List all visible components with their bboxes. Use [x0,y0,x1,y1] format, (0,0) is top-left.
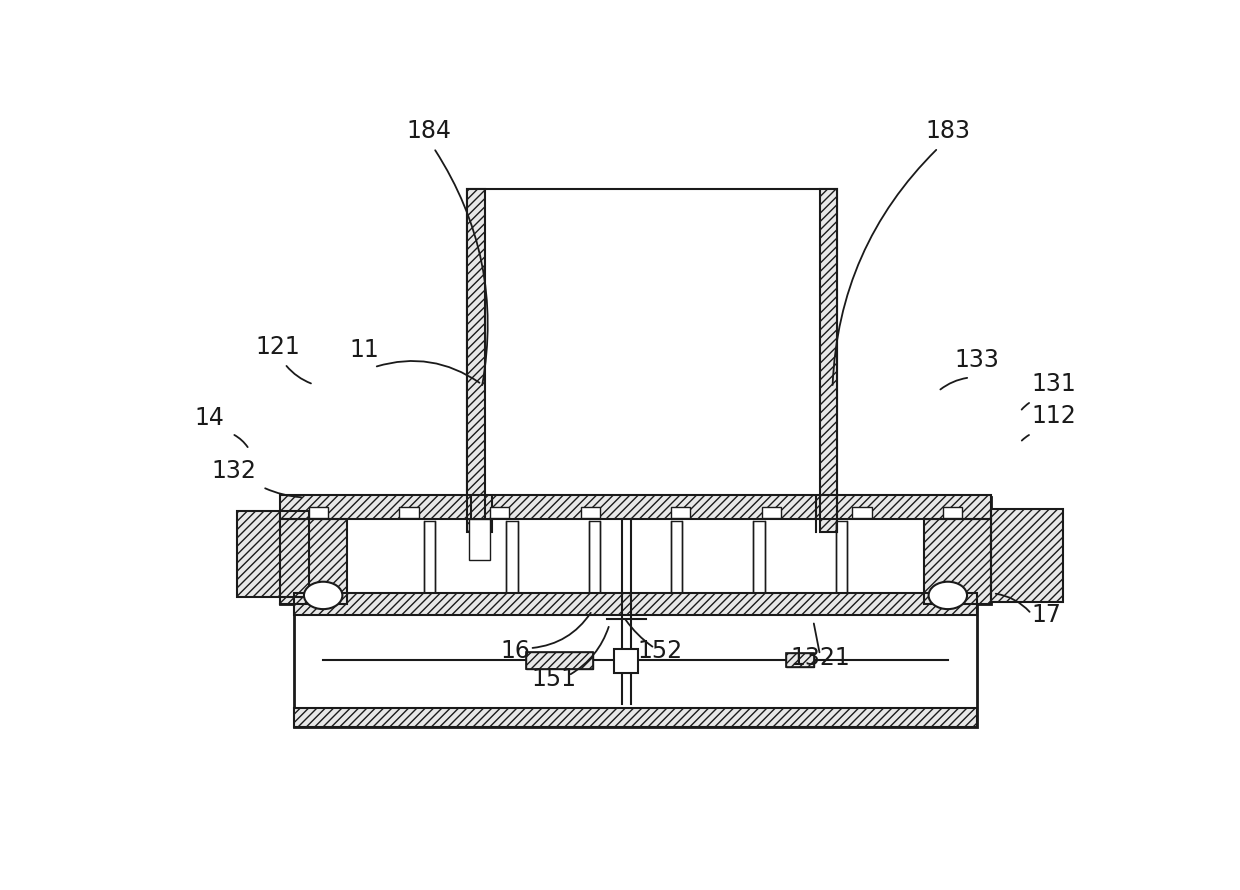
Bar [924,520,991,603]
Text: 183: 183 [925,118,971,142]
Text: 121: 121 [255,335,300,359]
Bar [580,507,600,518]
Text: 112: 112 [1032,404,1076,428]
Bar [820,189,837,531]
Bar [671,507,691,518]
Text: 17: 17 [1032,603,1061,627]
Bar [836,522,847,602]
Bar [424,522,435,602]
Bar [294,594,977,615]
Bar [614,649,639,673]
Bar [309,507,327,518]
Bar [786,653,815,667]
Bar [786,653,815,667]
Bar [399,507,419,518]
Circle shape [929,582,967,609]
Bar [526,651,593,668]
Bar [280,496,991,520]
Bar [469,520,490,561]
Bar [294,594,977,727]
Text: 14: 14 [195,407,224,431]
Bar [506,522,518,602]
Bar [280,520,347,603]
Bar [280,496,991,520]
Bar [942,507,962,518]
Bar [852,507,872,518]
Bar [467,189,485,531]
Bar [924,520,991,603]
Bar [671,522,682,602]
Text: 133: 133 [955,348,999,372]
Bar [991,509,1063,602]
Circle shape [304,582,342,609]
Text: 184: 184 [407,118,451,142]
Bar [280,520,347,603]
Bar [820,189,837,531]
Bar [237,511,309,597]
Text: 152: 152 [637,640,682,663]
Bar [526,651,593,668]
Bar [991,509,1063,602]
Text: 132: 132 [211,459,255,483]
Bar [280,498,991,603]
Text: 151: 151 [531,667,577,691]
Bar [753,522,765,602]
Bar [467,189,837,531]
Bar [761,507,781,518]
Text: 11: 11 [350,338,379,362]
Bar [467,189,485,531]
Text: 16: 16 [501,640,531,663]
Bar [294,708,977,727]
Text: 131: 131 [1032,372,1076,396]
Bar [237,511,309,597]
Bar [589,522,600,602]
Bar [490,507,510,518]
Text: 1321: 1321 [790,646,849,670]
Bar [294,594,977,615]
Bar [294,708,977,727]
